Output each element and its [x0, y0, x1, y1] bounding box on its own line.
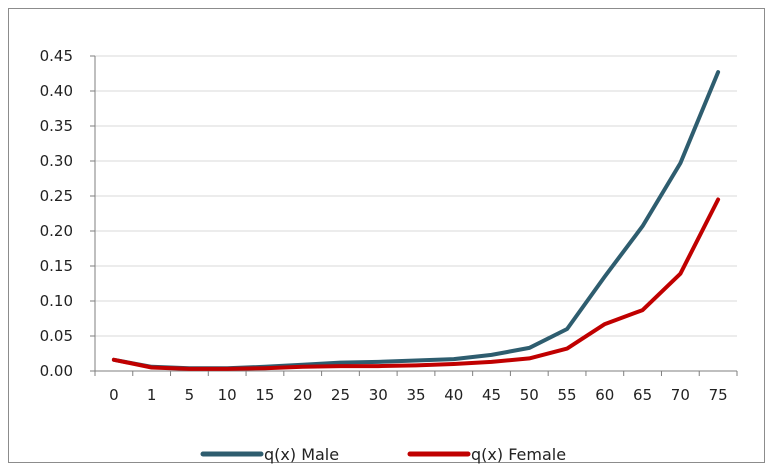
y-tick-label: 0.05	[40, 327, 73, 345]
y-tick-label: 0.10	[40, 292, 73, 310]
series-line-female	[111, 197, 721, 371]
y-tick-label: 0.40	[40, 82, 73, 100]
legend-label: q(x) Female	[471, 445, 566, 464]
x-tick-label: 50	[520, 386, 539, 404]
x-tick-label: 5	[185, 386, 195, 404]
y-tick-label: 0.35	[40, 117, 73, 135]
x-tick-label: 30	[369, 386, 388, 404]
x-tick-label: 60	[595, 386, 614, 404]
x-tick-label: 35	[406, 386, 425, 404]
x-tick-label: 20	[293, 386, 312, 404]
x-tick-label: 1	[147, 386, 157, 404]
x-tick-label: 45	[482, 386, 501, 404]
y-tick-label: 0.30	[40, 152, 73, 170]
x-tick-label: 0	[109, 386, 119, 404]
y-tick-label: 0.20	[40, 222, 73, 240]
series-lines	[111, 70, 721, 371]
x-tick-label: 10	[218, 386, 237, 404]
y-tick-label: 0.25	[40, 187, 73, 205]
legend: q(x) Male q(x) Female	[200, 445, 566, 464]
legend-item: q(x) Male	[200, 445, 339, 464]
legend-item: q(x) Female	[407, 445, 566, 464]
x-tick-label: 25	[331, 386, 350, 404]
gridlines	[95, 55, 737, 337]
axes: 0.00 0.05 0.10 0.15 0.20 0.25 0.30 0.35 0.40 0.45…	[40, 47, 738, 404]
chart-frame	[8, 8, 765, 463]
legend-label: q(x) Male	[264, 445, 339, 464]
x-tick-label: 75	[709, 386, 728, 404]
series-line-male	[111, 70, 721, 371]
y-tick-label: 0.45	[40, 47, 73, 65]
x-tick-label: 15	[255, 386, 274, 404]
x-tick-label: 65	[633, 386, 652, 404]
x-tick-label: 40	[444, 386, 463, 404]
x-tick-label: 70	[671, 386, 690, 404]
x-tick-label: 55	[558, 386, 577, 404]
y-tick-label: 0.15	[40, 257, 73, 275]
y-tick-label: 0.00	[40, 362, 73, 380]
